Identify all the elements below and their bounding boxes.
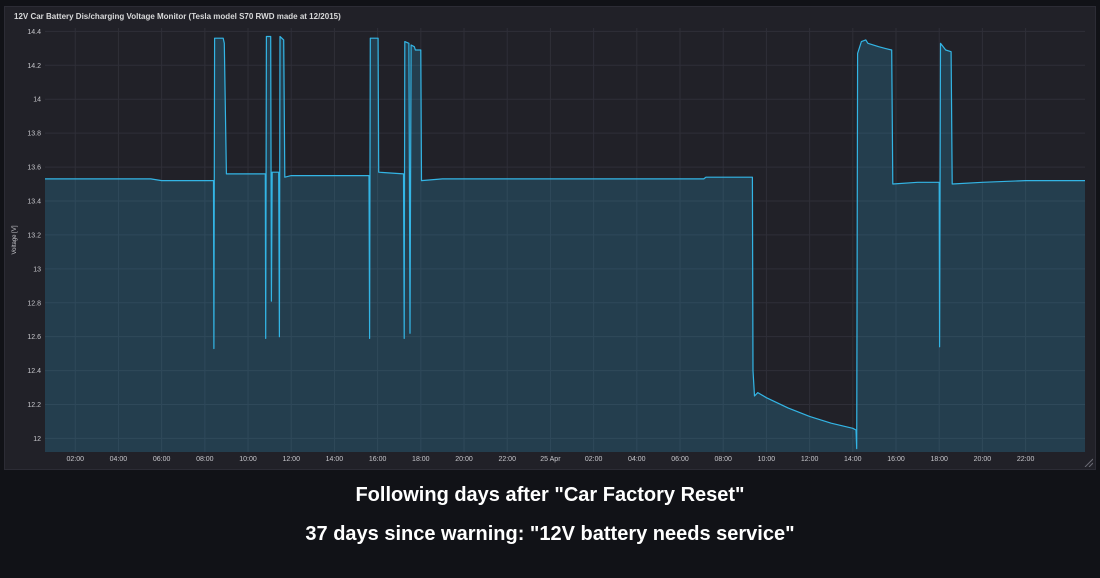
x-tick-label: 10:00	[239, 456, 257, 463]
resize-handle-icon[interactable]	[1083, 457, 1093, 467]
x-tick-label: 16:00	[369, 456, 387, 463]
y-tick-label: 13	[33, 266, 41, 273]
x-tick-label: 06:00	[671, 456, 689, 463]
x-tick-label: 08:00	[196, 456, 214, 463]
y-tick-label: 12.4	[27, 368, 41, 375]
x-tick-label: 14:00	[844, 456, 862, 463]
x-tick-label: 25 Apr	[540, 456, 561, 463]
panel-title[interactable]: 12V Car Battery Dis/charging Voltage Mon…	[14, 12, 341, 21]
y-tick-label: 13.8	[27, 131, 41, 138]
voltage-chart: 12 12.2 12.4 12.6 12.8 13 13.2 13.4 13.6 13.8 14 14…	[12, 28, 1085, 463]
x-tick-label: 12:00	[801, 456, 819, 463]
y-tick-label: 13.2	[27, 232, 41, 239]
x-tick-label: 18:00	[412, 456, 430, 463]
x-tick-label: 18:00	[930, 456, 948, 463]
y-tick-label: 12	[33, 436, 41, 443]
x-tick-label: 04:00	[110, 456, 128, 463]
y-tick-label: 12.6	[27, 334, 41, 341]
x-tick-label: 20:00	[974, 456, 992, 463]
y-tick-label: 13.6	[27, 165, 41, 172]
x-tick-label: 10:00	[758, 456, 776, 463]
y-tick-label: 14.4	[27, 29, 41, 36]
y-tick-label: 12.2	[27, 402, 41, 409]
x-tick-label: 20:00	[455, 456, 473, 463]
y-axis-label: Voltage [V]	[12, 225, 18, 254]
y-tick-label: 14.2	[27, 63, 41, 70]
y-tick-label: 12.8	[27, 300, 41, 307]
x-tick-label: 02:00	[585, 456, 603, 463]
series-area	[45, 36, 1085, 452]
x-tick-label: 02:00	[66, 456, 84, 463]
caption-warning-days: 37 days since warning: "12V battery need…	[305, 523, 795, 545]
x-tick-label: 14:00	[326, 456, 344, 463]
y-tick-label: 14	[33, 97, 41, 104]
caption-factory-reset: Following days after "Car Factory Reset"	[355, 484, 745, 506]
x-tick-label: 04:00	[628, 456, 646, 463]
series-line	[45, 35, 1085, 450]
x-tick-label: 08:00	[714, 456, 732, 463]
x-tick-label: 22:00	[498, 456, 516, 463]
y-tick-label: 13.4	[27, 198, 41, 205]
x-tick-label: 12:00	[282, 456, 300, 463]
x-tick-label: 22:00	[1017, 456, 1035, 463]
x-tick-label: 06:00	[153, 456, 171, 463]
x-tick-label: 16:00	[887, 456, 905, 463]
